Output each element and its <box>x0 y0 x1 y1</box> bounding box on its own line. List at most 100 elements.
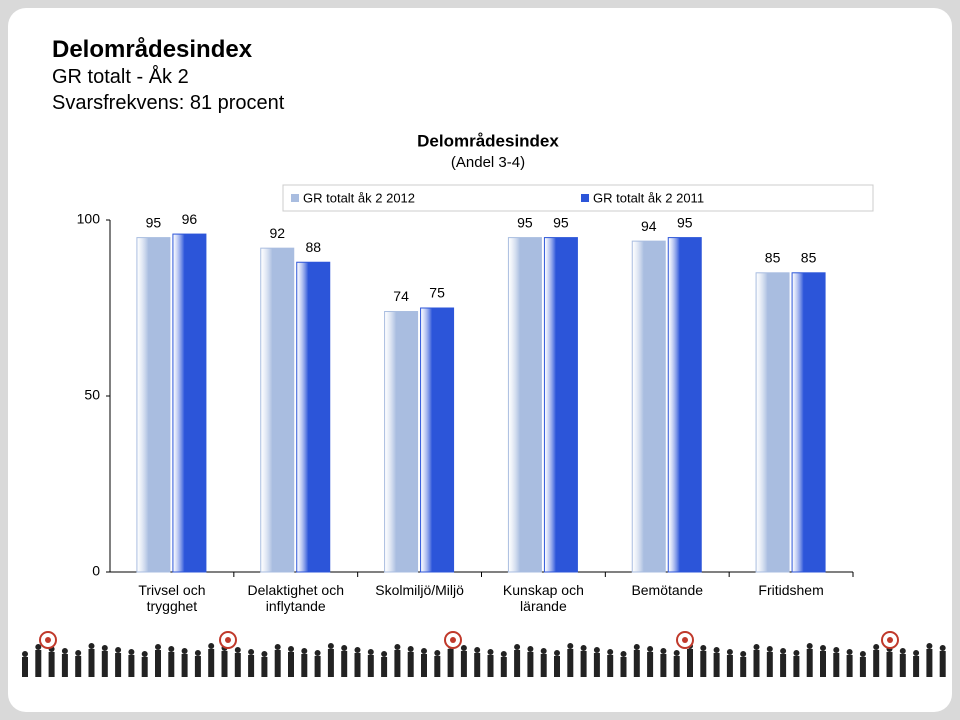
decor-figure <box>101 645 108 651</box>
decor-figure <box>820 651 826 677</box>
decor-figure <box>487 655 494 677</box>
x-tick-label: Kunskap och lärande <box>502 582 584 614</box>
data-label: 95 <box>677 214 693 230</box>
decor-figure <box>899 654 906 677</box>
decor-figure <box>554 650 560 656</box>
decor-figure <box>713 647 720 653</box>
decor-figure <box>128 649 135 655</box>
decor-figure <box>314 656 321 677</box>
decor-figure <box>939 645 946 651</box>
x-tick-label: Trivsel och trygghet <box>138 582 206 614</box>
data-label: 92 <box>269 225 285 241</box>
decor-figure <box>181 648 188 654</box>
decor-figure <box>407 652 414 677</box>
decor-figure <box>234 647 241 653</box>
decor-figure <box>793 650 800 656</box>
bar <box>667 237 702 573</box>
decor-figure <box>194 656 201 677</box>
decor-figure <box>700 651 707 677</box>
decor-figure <box>101 651 108 677</box>
x-tick-label: Bemötande <box>631 582 704 598</box>
decor-figure <box>806 649 813 677</box>
data-label: 85 <box>765 250 781 266</box>
decor-figure <box>580 645 587 651</box>
decor-figure <box>886 652 893 677</box>
decor-figure <box>873 650 880 677</box>
decor-figure <box>926 643 933 649</box>
decor-figure <box>460 651 467 677</box>
decor-figure <box>607 649 614 655</box>
data-label: 95 <box>517 214 533 230</box>
decor-figure <box>168 646 175 652</box>
data-label: 75 <box>429 285 445 301</box>
decor-figure <box>354 647 361 653</box>
decor-figure <box>301 654 308 677</box>
decor-figure <box>514 650 521 677</box>
decor-figure <box>593 653 600 677</box>
decor-figure <box>500 651 507 657</box>
decor-figure <box>327 649 334 677</box>
decor-figure <box>394 650 401 677</box>
data-label: 95 <box>553 214 569 230</box>
decor-figure <box>873 644 880 650</box>
decor-figure <box>580 651 587 677</box>
decor-figure <box>567 643 574 649</box>
decor-figure <box>381 657 388 677</box>
decor-figure <box>633 644 640 650</box>
decor-figure <box>500 657 507 677</box>
decor-figure <box>354 653 361 677</box>
decor-figure <box>128 655 135 677</box>
decor-figure <box>115 653 122 677</box>
x-tick-label: Fritidshem <box>758 582 824 598</box>
decor-figure <box>726 649 733 655</box>
bar <box>507 237 542 573</box>
decor-figure <box>660 654 667 677</box>
decor-figure <box>367 655 374 677</box>
slide: Delområdesindex GR totalt - Åk 2 Svarsfr… <box>8 8 952 712</box>
decor-figure <box>713 653 720 677</box>
decor-figure <box>434 650 441 656</box>
decor-figure <box>913 656 920 677</box>
decor-figure <box>766 646 773 652</box>
bar <box>172 233 207 573</box>
decor-figure <box>673 650 680 656</box>
bar <box>260 247 295 573</box>
decor-figure <box>673 656 680 677</box>
decor-figure <box>540 648 547 654</box>
decor-figure <box>926 649 933 677</box>
x-tick-label: Skolmiljö/Miljö <box>375 582 464 598</box>
decor-figure <box>248 649 255 655</box>
decor-figure <box>806 643 813 649</box>
chart-subtitle: (Andel 3-4) <box>451 154 525 171</box>
decor-figure <box>700 645 707 651</box>
decor-figure <box>208 649 215 677</box>
slide-subtitle: GR totalt - Åk 2 <box>52 66 189 88</box>
decor-figure <box>394 644 401 650</box>
decor-figure <box>234 653 241 677</box>
slide-subtitle: Svarsfrekvens: 81 procent <box>52 92 285 114</box>
decor-figure <box>288 652 294 677</box>
decor-figure <box>899 648 906 654</box>
decor-figure <box>607 655 614 677</box>
decor-figure <box>248 655 255 677</box>
decor-figure <box>753 644 760 650</box>
decor-figure <box>341 651 348 677</box>
decor-figure <box>168 652 175 677</box>
bar <box>296 261 331 573</box>
decor-figure <box>753 650 760 677</box>
decor-figure <box>327 643 334 649</box>
y-tick-label: 100 <box>77 211 101 227</box>
decor-figure <box>288 646 294 652</box>
decor-figure <box>740 657 747 677</box>
legend-label: GR totalt åk 2 2011 <box>593 190 704 205</box>
decor-figure <box>647 646 654 652</box>
decor-figure <box>620 651 627 657</box>
decor-target <box>887 637 893 643</box>
decor-figure <box>115 647 122 653</box>
decor-figure <box>633 650 640 677</box>
data-label: 95 <box>146 214 162 230</box>
y-tick-label: 50 <box>84 387 100 403</box>
decor-figure <box>61 654 68 677</box>
decor-figure <box>474 647 481 653</box>
bar <box>755 272 790 573</box>
